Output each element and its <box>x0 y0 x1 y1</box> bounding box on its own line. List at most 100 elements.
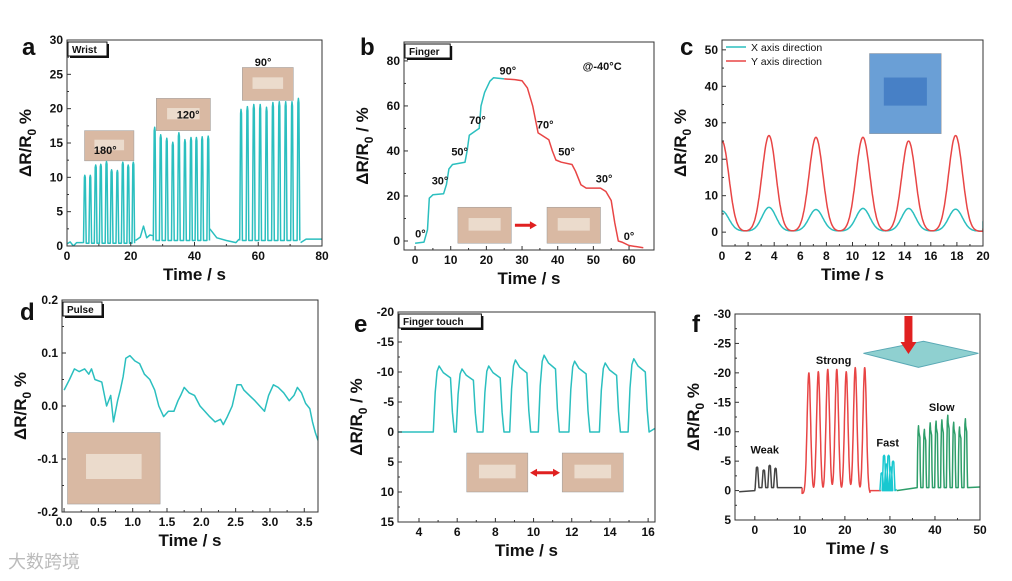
x-tick-label: 40 <box>551 253 565 267</box>
y-tick-label: 20 <box>705 152 719 166</box>
annotation-label: 30° <box>596 173 613 185</box>
y-tick-label: 40 <box>705 79 719 93</box>
x-tick-label: 14 <box>603 525 617 539</box>
tag-label: Pulse <box>67 305 94 316</box>
series-line-strong <box>801 366 881 495</box>
x-tick-label: 20 <box>124 249 138 263</box>
y-label-main: ΔR/R <box>671 136 690 178</box>
x-tick-label: 12 <box>872 249 886 263</box>
x-tick-label: 3.5 <box>296 515 313 529</box>
y-label-unit: % <box>671 109 690 129</box>
x-tick-label: 0 <box>751 523 758 537</box>
x-tick-label: 2.5 <box>227 515 244 529</box>
y-tick-label: 0 <box>56 239 63 253</box>
tag-box <box>67 41 108 57</box>
y-label-unit: / % <box>353 107 372 136</box>
x-tick-label: 50 <box>587 253 601 267</box>
x-tick-label: 10 <box>444 253 458 267</box>
x-tick-label: 8 <box>492 525 499 539</box>
y-tick-label: 30 <box>705 116 719 130</box>
inset-photo-detail <box>478 464 516 479</box>
legend-label: Y axis direction <box>751 56 822 68</box>
series-line-180deg <box>82 160 136 245</box>
y-tick-label: 15 <box>381 515 395 529</box>
y-axis-label: ΔR/R0 % <box>671 109 694 177</box>
series-line-loading <box>415 77 505 244</box>
mesh-sensor-icon <box>863 340 979 368</box>
x-tick-label: 16 <box>924 249 938 263</box>
y-tick-label: 5 <box>387 455 394 469</box>
y-label-main: ΔR/R <box>16 136 35 178</box>
series-line-baseline <box>67 241 83 246</box>
y-tick-label: 0.0 <box>41 399 58 413</box>
x-tick-label: 12 <box>565 525 579 539</box>
y-tick-label: 5 <box>56 205 63 219</box>
inset-photo-detail <box>468 218 501 231</box>
series-line-y-axis-direction <box>722 134 983 233</box>
x-tick-label: 60 <box>622 253 636 267</box>
y-tick-label: 50 <box>705 43 719 57</box>
inset-photo-detail <box>86 453 142 480</box>
tag-box <box>398 313 482 329</box>
x-tick-label: 1.0 <box>124 515 141 529</box>
y-tick-label: 15 <box>50 136 64 150</box>
series-line-mid2 <box>209 228 240 244</box>
y-tick-label: 0 <box>393 234 400 248</box>
y-label-unit: % <box>684 383 703 403</box>
x-tick-label: 20 <box>480 253 494 267</box>
annotation-label: Weak <box>750 444 779 456</box>
x-tick-label: 18 <box>950 249 964 263</box>
legend-label: X axis direction <box>751 42 822 54</box>
series-line-mid1 <box>135 225 154 242</box>
y-tick-label: 10 <box>381 485 395 499</box>
x-tick-label: 3.0 <box>262 515 279 529</box>
y-tick-label: -30 <box>714 307 732 321</box>
x-tick-label: 0 <box>64 249 71 263</box>
x-axis-label: Time / s <box>821 265 884 284</box>
y-axis-label: ΔR/R0 / % <box>353 107 376 184</box>
x-tick-label: 4 <box>771 249 778 263</box>
y-label-main: ΔR/R <box>353 143 372 185</box>
tag-label: Finger touch <box>403 317 464 328</box>
plot-frame <box>721 39 984 247</box>
x-tick-label: 50 <box>973 523 987 537</box>
annotation-label: 120° <box>177 109 200 121</box>
y-axis-label: ΔR/R0 / % <box>347 378 370 455</box>
series-line-touch <box>398 354 655 433</box>
series-line-120deg <box>152 126 211 242</box>
annotation-label: 50° <box>558 146 575 158</box>
y-label-main: ΔR/R <box>11 399 30 441</box>
x-axis-label: Time / s <box>163 265 226 284</box>
watermark: 大数跨境 <box>8 552 80 573</box>
y-tick-label: -5 <box>720 454 731 468</box>
x-tick-label: 30 <box>515 253 529 267</box>
series-line-unloading <box>504 78 644 249</box>
y-tick-label: 80 <box>387 54 401 68</box>
annotation-label: 70° <box>537 119 554 131</box>
panel-letter: a <box>22 34 36 61</box>
x-tick-label: 8 <box>823 249 830 263</box>
x-tick-label: 0 <box>412 253 419 267</box>
inset-photo-detail <box>94 139 125 151</box>
y-tick-label: -5 <box>383 395 394 409</box>
inset-photo-detail <box>167 108 200 120</box>
y-tick-label: -25 <box>714 336 732 350</box>
annotation-label: 0° <box>415 229 426 241</box>
y-tick-label: 0 <box>724 484 731 498</box>
x-tick-label: 60 <box>252 249 266 263</box>
x-tick-label: 6 <box>797 249 804 263</box>
series-line-x-axis-direction <box>722 206 983 232</box>
panel-letter: b <box>360 34 375 61</box>
x-tick-label: 6 <box>454 525 461 539</box>
x-tick-label: 0.5 <box>90 515 107 529</box>
y-tick-label: 0.1 <box>41 346 58 360</box>
y-label-unit: / % <box>347 378 366 407</box>
y-label-subscript: 0 <box>25 129 39 136</box>
y-tick-label: -15 <box>377 335 395 349</box>
y-tick-label: 20 <box>387 189 401 203</box>
inset-photo-detail <box>883 77 927 106</box>
tag-box <box>404 43 451 59</box>
arrow-head-icon <box>530 468 538 477</box>
x-axis-label: Time / s <box>495 541 558 560</box>
